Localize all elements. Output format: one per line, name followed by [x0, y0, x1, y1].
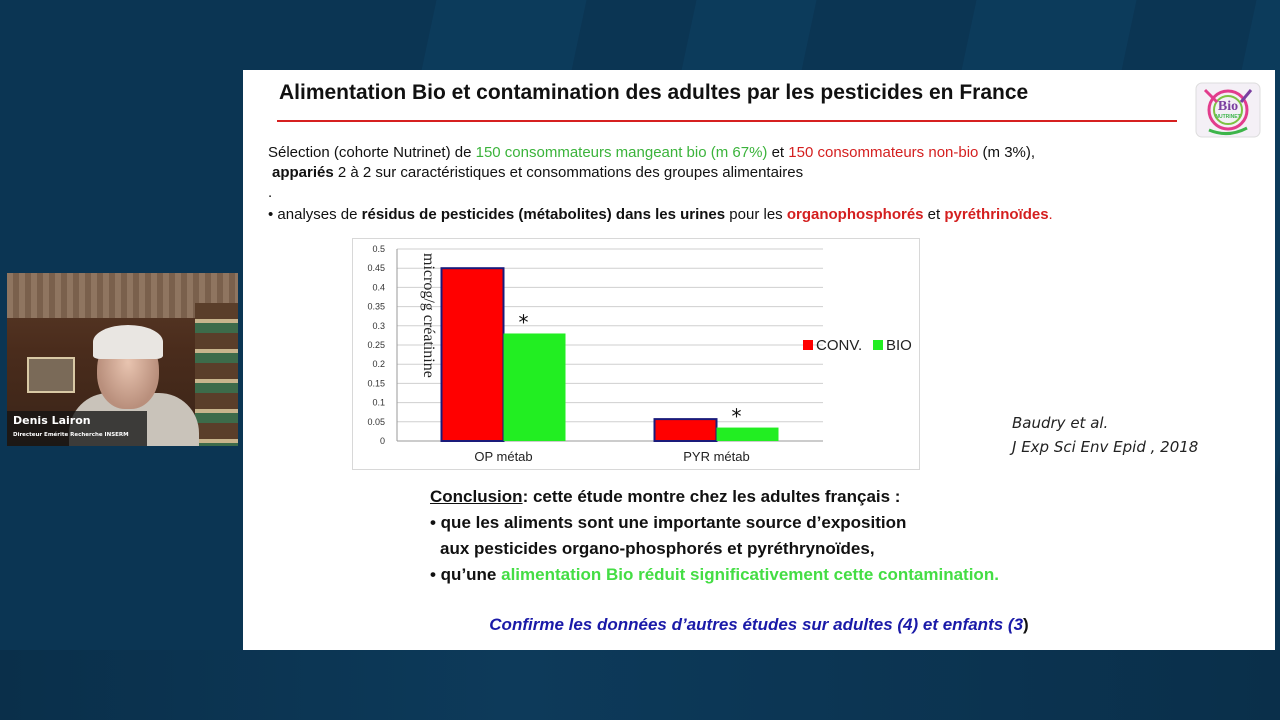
legend-label: CONV. — [816, 337, 862, 354]
logo-subtext: NUTRINET — [1215, 114, 1240, 120]
bar-bio-1 — [716, 427, 779, 441]
legend-label: BIO — [886, 337, 912, 354]
y-tick-label: 0 — [380, 436, 385, 446]
citation-journal: J Exp Sci Env Epid , 2018 — [1012, 438, 1199, 456]
confirm-statement: Confirme les données d’autres études sur… — [489, 615, 1029, 634]
y-tick-label: 0.25 — [367, 340, 385, 350]
y-tick-label: 0.45 — [367, 263, 385, 273]
selection-line: Sélection (cohorte Nutrinet) de 150 cons… — [268, 144, 1036, 161]
y-tick-label: 0.35 — [367, 302, 385, 312]
nonbio-consumers-text: 150 consommateurs non-bio — [788, 144, 979, 161]
conclusion-bullet-1-cont: aux pesticides organo-phosphorés et pyré… — [440, 539, 875, 558]
video-bookshelf — [195, 303, 238, 446]
chart-ylabel: microg/g créatinine — [420, 253, 437, 378]
y-tick-label: 0.15 — [367, 378, 385, 388]
bio-nutrinet-logo-icon: Bio NUTRINET — [1195, 82, 1261, 138]
bar-bio-0 — [503, 333, 566, 441]
y-tick-label: 0.3 — [372, 321, 385, 331]
y-tick-label: 0.05 — [367, 417, 385, 427]
conclusion-bullet-1: • que les aliments sont une importante s… — [430, 513, 907, 532]
speaker-video-tile[interactable]: Denis Lairon Directeur Emérite Recherche… — [7, 273, 238, 446]
video-wall-frame — [27, 357, 75, 393]
slide-title: Alimentation Bio et contamination des ad… — [279, 81, 1029, 104]
logo-text: Bio — [1218, 99, 1238, 114]
conclusion-heading: Conclusion: cette étude montre chez les … — [430, 487, 901, 506]
x-category-label: PYR métab — [683, 449, 749, 464]
title-underline — [277, 120, 1177, 122]
x-category-label: OP métab — [474, 449, 532, 464]
bio-consumers-text: 150 consommateurs mangeant bio (m 67%) — [475, 144, 768, 161]
bar-conv-0 — [440, 267, 505, 443]
speaker-role: Directeur Emérite Recherche INSERM — [13, 432, 129, 438]
dot-text: . — [268, 184, 273, 201]
background-bottom-band — [0, 650, 1280, 720]
chart-canvas: 0 0.05 0.1 0.15 0.2 0.25 0.3 0.35 0.4 0.45 0.5 * OP … — [367, 244, 912, 464]
conclusion-label: Conclusion — [430, 487, 523, 506]
conclusion-bullet-2: • qu’une alimentation Bio réduit signifi… — [430, 565, 999, 584]
presentation-slide: Alimentation Bio et contamination des ad… — [243, 70, 1275, 650]
legend-swatch — [873, 340, 883, 350]
analyses-line: • analyses de résidus de pesticides (mét… — [268, 206, 1053, 223]
bar-conv-1 — [653, 418, 718, 442]
y-tick-label: 0.5 — [372, 244, 385, 254]
speaker-name-bar: Denis Lairon Directeur Emérite Recherche… — [7, 411, 147, 446]
significance-marker: * — [519, 310, 529, 334]
pesticide-residue-bar-chart: 0 0.05 0.1 0.15 0.2 0.25 0.3 0.35 0.4 0.45 0.5 * OP … — [352, 238, 920, 470]
paired-line: appariés 2 à 2 sur caractéristiques et c… — [272, 164, 804, 181]
y-tick-label: 0.4 — [372, 282, 385, 292]
significance-marker: * — [732, 405, 742, 429]
speaker-hair — [93, 325, 163, 359]
legend-swatch — [803, 340, 813, 350]
citation-authors: Baudry et al. — [1012, 414, 1109, 432]
y-tick-label: 0.2 — [372, 359, 385, 369]
speaker-name: Denis Lairon — [13, 414, 91, 427]
y-tick-label: 0.1 — [372, 398, 385, 408]
